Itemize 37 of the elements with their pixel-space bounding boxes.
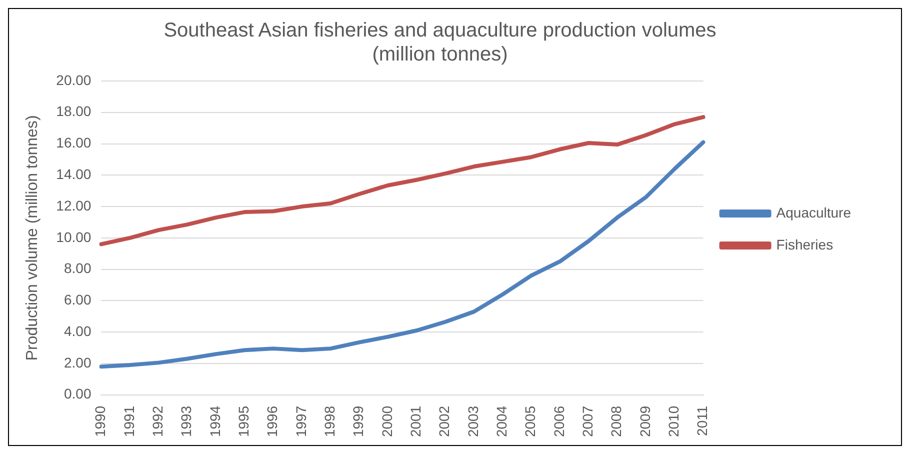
- x-tick-label: 1995: [235, 406, 252, 438]
- x-tick-label: 2008: [608, 406, 624, 438]
- x-tick-label: 1998: [321, 406, 338, 438]
- x-tick-label: 1994: [206, 406, 223, 438]
- y-tick-label: 10.00: [56, 228, 92, 245]
- x-tick-label: 2004: [493, 406, 510, 438]
- y-tick-label: 18.00: [56, 103, 92, 120]
- y-tick-label: 14.00: [56, 166, 92, 182]
- x-tick-label: 1990: [92, 406, 108, 438]
- x-tick-label: 2002: [436, 406, 452, 438]
- x-tick-label: 1997: [292, 406, 309, 438]
- y-tick-label: 6.00: [64, 292, 92, 308]
- legend-label: Fisheries: [776, 236, 834, 252]
- x-tick-label: 1996: [264, 406, 280, 438]
- x-tick-label: 1993: [178, 406, 194, 438]
- x-tick-label: 1991: [120, 406, 137, 438]
- x-tick-label: 2000: [378, 406, 395, 438]
- x-tick-label: 2011: [694, 406, 710, 436]
- y-tick-label: 12.00: [56, 197, 92, 214]
- y-tick-label: 4.00: [64, 322, 92, 339]
- x-tick-label: 2007: [579, 406, 596, 438]
- x-tick-label: 2001: [407, 406, 424, 438]
- legend-label: Aquaculture: [776, 204, 852, 220]
- y-tick-label: 20.00: [56, 72, 92, 88]
- x-tick-label: 2003: [464, 406, 481, 438]
- x-tick-label: 2010: [665, 406, 682, 438]
- y-tick-label: 0.00: [64, 386, 92, 402]
- y-tick-label: 2.00: [64, 354, 92, 370]
- y-tick-label: 8.00: [64, 260, 92, 276]
- y-tick-label: 16.00: [56, 134, 92, 151]
- y-axis-title: Production volume (million tonnes): [24, 115, 42, 361]
- x-tick-label: 2009: [636, 406, 653, 438]
- x-tick-label: 2005: [522, 406, 538, 438]
- x-tick-label: 2006: [550, 406, 567, 438]
- x-tick-label: 1992: [149, 406, 166, 438]
- chart-title: Southeast Asian fisheries and aquaculture production volumes (million tonnes): [164, 20, 716, 66]
- x-tick-label: 1999: [350, 406, 366, 438]
